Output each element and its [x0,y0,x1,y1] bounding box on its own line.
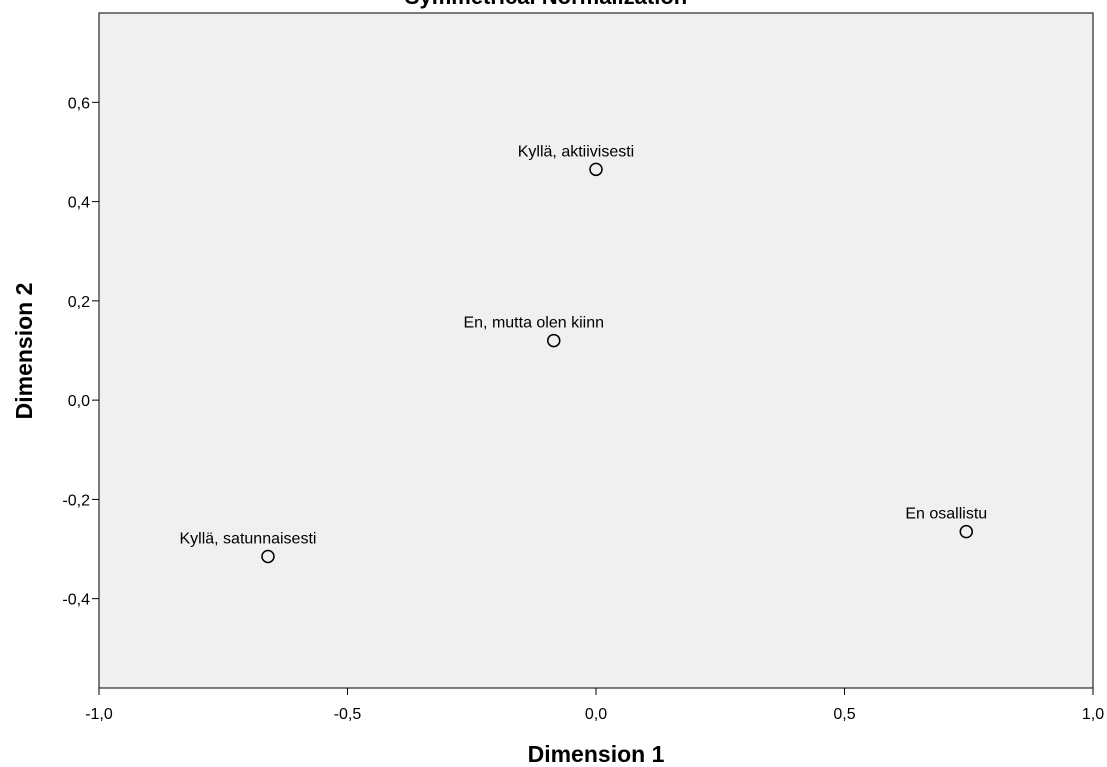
y-tick-label: -0,4 [62,592,90,609]
plot-area [98,12,1094,689]
x-tick-label: 1,0 [1082,706,1104,723]
x-axis: -1,0 -0,5 0,0 0,5 1,0 [85,688,1104,723]
x-tick-label: 0,0 [585,706,607,723]
y-tick-label: 0,4 [68,195,90,212]
point-marker [547,333,561,348]
x-axis-title: Dimension 1 [528,741,665,767]
y-tick-label: 0,2 [68,294,90,311]
point-label: En, mutta olen kiinn [463,315,604,332]
x-tick-label: 0,5 [833,706,855,723]
y-axis: 0,6 0,4 0,2 0,0 -0,2 -0,4 [62,95,99,609]
point-marker [261,549,275,564]
data-points: Kyllä, aktiivisesti En, mutta olen kiinn E… [179,143,987,564]
x-tick-label: -0,5 [334,706,362,723]
y-axis-title: Dimension 2 [11,283,37,420]
y-tick-label: -0,2 [62,492,90,509]
point-marker [959,524,974,539]
chart-title: Symmetrical Normalization [405,0,687,9]
point-label: En osallistu [905,506,987,523]
y-tick-label: 0,0 [68,393,90,410]
point-label: Kyllä, aktiivisesti [518,143,634,160]
point-label: Kyllä, satunnaisesti [179,530,316,547]
point-marker [589,162,603,177]
y-tick-label: 0,6 [68,95,90,112]
x-tick-label: -1,0 [85,706,113,723]
